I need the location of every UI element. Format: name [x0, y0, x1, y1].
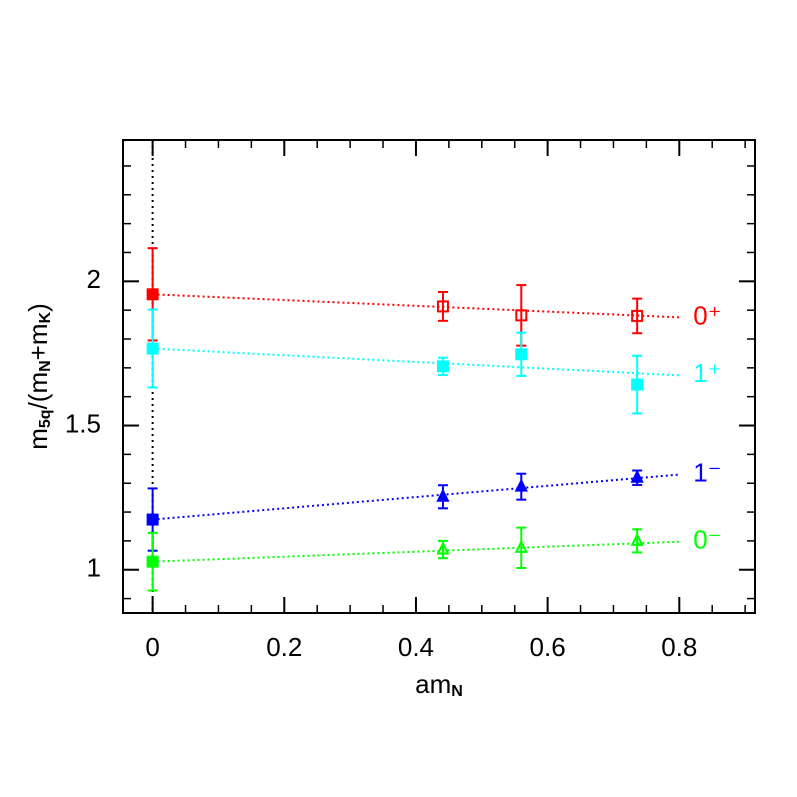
- fit-line: [152, 473, 680, 521]
- data-point: [514, 539, 528, 553]
- data-point: [630, 469, 644, 483]
- label-text: m: [23, 428, 53, 450]
- data-point: [630, 532, 644, 546]
- series-label: 0⁺: [693, 300, 721, 330]
- x-tick-label: 0: [145, 632, 159, 662]
- data-point: [631, 378, 644, 391]
- data-point: [514, 478, 528, 492]
- series-label: 1⁻: [693, 457, 721, 487]
- fit-line: [152, 540, 680, 563]
- label-text: am: [415, 669, 451, 699]
- data-point: [631, 309, 644, 322]
- series-label: 0⁻: [693, 525, 721, 555]
- label-subscript: 5q: [37, 409, 54, 428]
- x-tick-label: 0.6: [530, 632, 566, 662]
- data-point: [146, 513, 159, 526]
- data-point: [146, 288, 159, 301]
- x-tick-label: 0.2: [266, 632, 302, 662]
- y-tick-label: 1.5: [65, 408, 101, 438]
- label-text: +m: [23, 323, 53, 360]
- data-point: [436, 360, 449, 373]
- x-tick-label: 0.8: [661, 632, 697, 662]
- label-text: ): [23, 303, 53, 312]
- label-subscript: N: [451, 683, 463, 700]
- data-point: [436, 300, 449, 313]
- axis-label: m5q/(mN+mK): [23, 303, 54, 450]
- fit-line: [152, 347, 680, 377]
- label-subscript: K: [37, 311, 54, 323]
- data-point: [436, 541, 450, 555]
- data-point: [146, 342, 159, 355]
- y-tick-label: 1: [87, 553, 101, 583]
- x-tick-label: 0.4: [398, 632, 434, 662]
- series-label: 1⁺: [693, 358, 721, 388]
- fit-line: [152, 293, 680, 319]
- axis-label: amN: [415, 669, 463, 700]
- y-tick-label: 2: [87, 264, 101, 294]
- data-point: [146, 555, 159, 568]
- plot-frame: [122, 139, 756, 614]
- data-point: [515, 348, 528, 361]
- data-point: [515, 309, 528, 322]
- label-text: /(m: [23, 372, 53, 410]
- data-point: [436, 488, 450, 502]
- label-subscript: N: [37, 360, 54, 372]
